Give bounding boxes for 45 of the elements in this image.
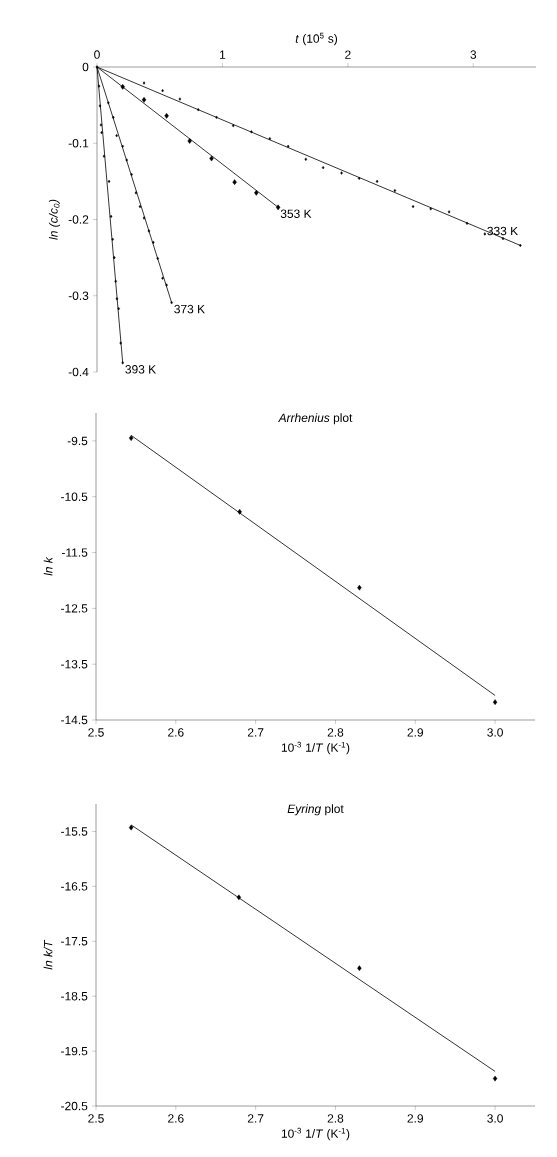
y-tick-label: -0.1 bbox=[68, 139, 89, 148]
y-tick-label: -19.5 bbox=[61, 1046, 88, 1056]
x-tick-label: 3.0 bbox=[487, 728, 503, 737]
y-tick-label: -0.3 bbox=[68, 291, 89, 300]
y-tick-label: -10.5 bbox=[61, 492, 88, 501]
y-axis-title: ln (c/c$_{0}$) bbox=[48, 199, 61, 240]
x-tick-label: 3.0 bbox=[487, 1114, 503, 1123]
x-axis-title: 10$^{-3}$ 1/T (K$^{-1}$) bbox=[281, 1127, 350, 1141]
y-tick-label: -0.2 bbox=[68, 215, 89, 224]
series-label: 333 K bbox=[487, 226, 518, 236]
x-tick-label: 0 bbox=[94, 50, 100, 59]
x-tick-label: 2.9 bbox=[407, 728, 424, 737]
chart-title: Arrhenius plot bbox=[278, 413, 353, 425]
y-tick-label: -13.5 bbox=[61, 659, 88, 669]
x-tick-label: 2.5 bbox=[88, 1114, 104, 1123]
x-tick-label: 2.5 bbox=[88, 728, 104, 737]
y-tick-label: -0.4 bbox=[68, 367, 89, 377]
y-axis-title: ln k bbox=[43, 556, 53, 576]
x-tick-label: 2.6 bbox=[168, 728, 184, 737]
x-tick-label: 2.7 bbox=[247, 728, 264, 737]
x-tick-label: 1 bbox=[220, 50, 226, 59]
x-tick-label: 2.6 bbox=[168, 1114, 184, 1123]
x-tick-label: 2.9 bbox=[407, 1114, 424, 1123]
series-label: 373 K bbox=[174, 304, 205, 314]
y-tick-label: -20.5 bbox=[61, 1101, 88, 1111]
x-axis-title: 10$^{-3}$ 1/T (K$^{-1}$) bbox=[281, 741, 350, 755]
chart-title: Eyring plot bbox=[287, 804, 344, 816]
y-tick-label: -16.5 bbox=[61, 882, 88, 891]
y-tick-label: -14.5 bbox=[61, 715, 88, 725]
x-axis-title: t (10$^{5}$ s) bbox=[295, 32, 338, 46]
y-tick-label: -17.5 bbox=[61, 937, 88, 946]
y-tick-label: 0 bbox=[82, 62, 89, 72]
y-tick-label: -9.5 bbox=[67, 436, 88, 446]
y-tick-label: -15.5 bbox=[61, 827, 88, 836]
y-axis-title: ln k/T bbox=[43, 939, 53, 970]
x-tick-label: 3 bbox=[470, 50, 477, 59]
x-tick-label: 2.7 bbox=[247, 1114, 264, 1123]
x-tick-label: 2.8 bbox=[327, 1114, 344, 1123]
y-tick-label: -11.5 bbox=[61, 548, 88, 557]
x-tick-label: 2 bbox=[345, 50, 351, 59]
y-tick-label: -12.5 bbox=[61, 604, 88, 613]
series-label: 353 K bbox=[280, 209, 312, 218]
series-label: 393 K bbox=[125, 365, 157, 374]
y-tick-label: -18.5 bbox=[61, 991, 88, 1001]
x-tick-label: 2.8 bbox=[327, 728, 344, 737]
